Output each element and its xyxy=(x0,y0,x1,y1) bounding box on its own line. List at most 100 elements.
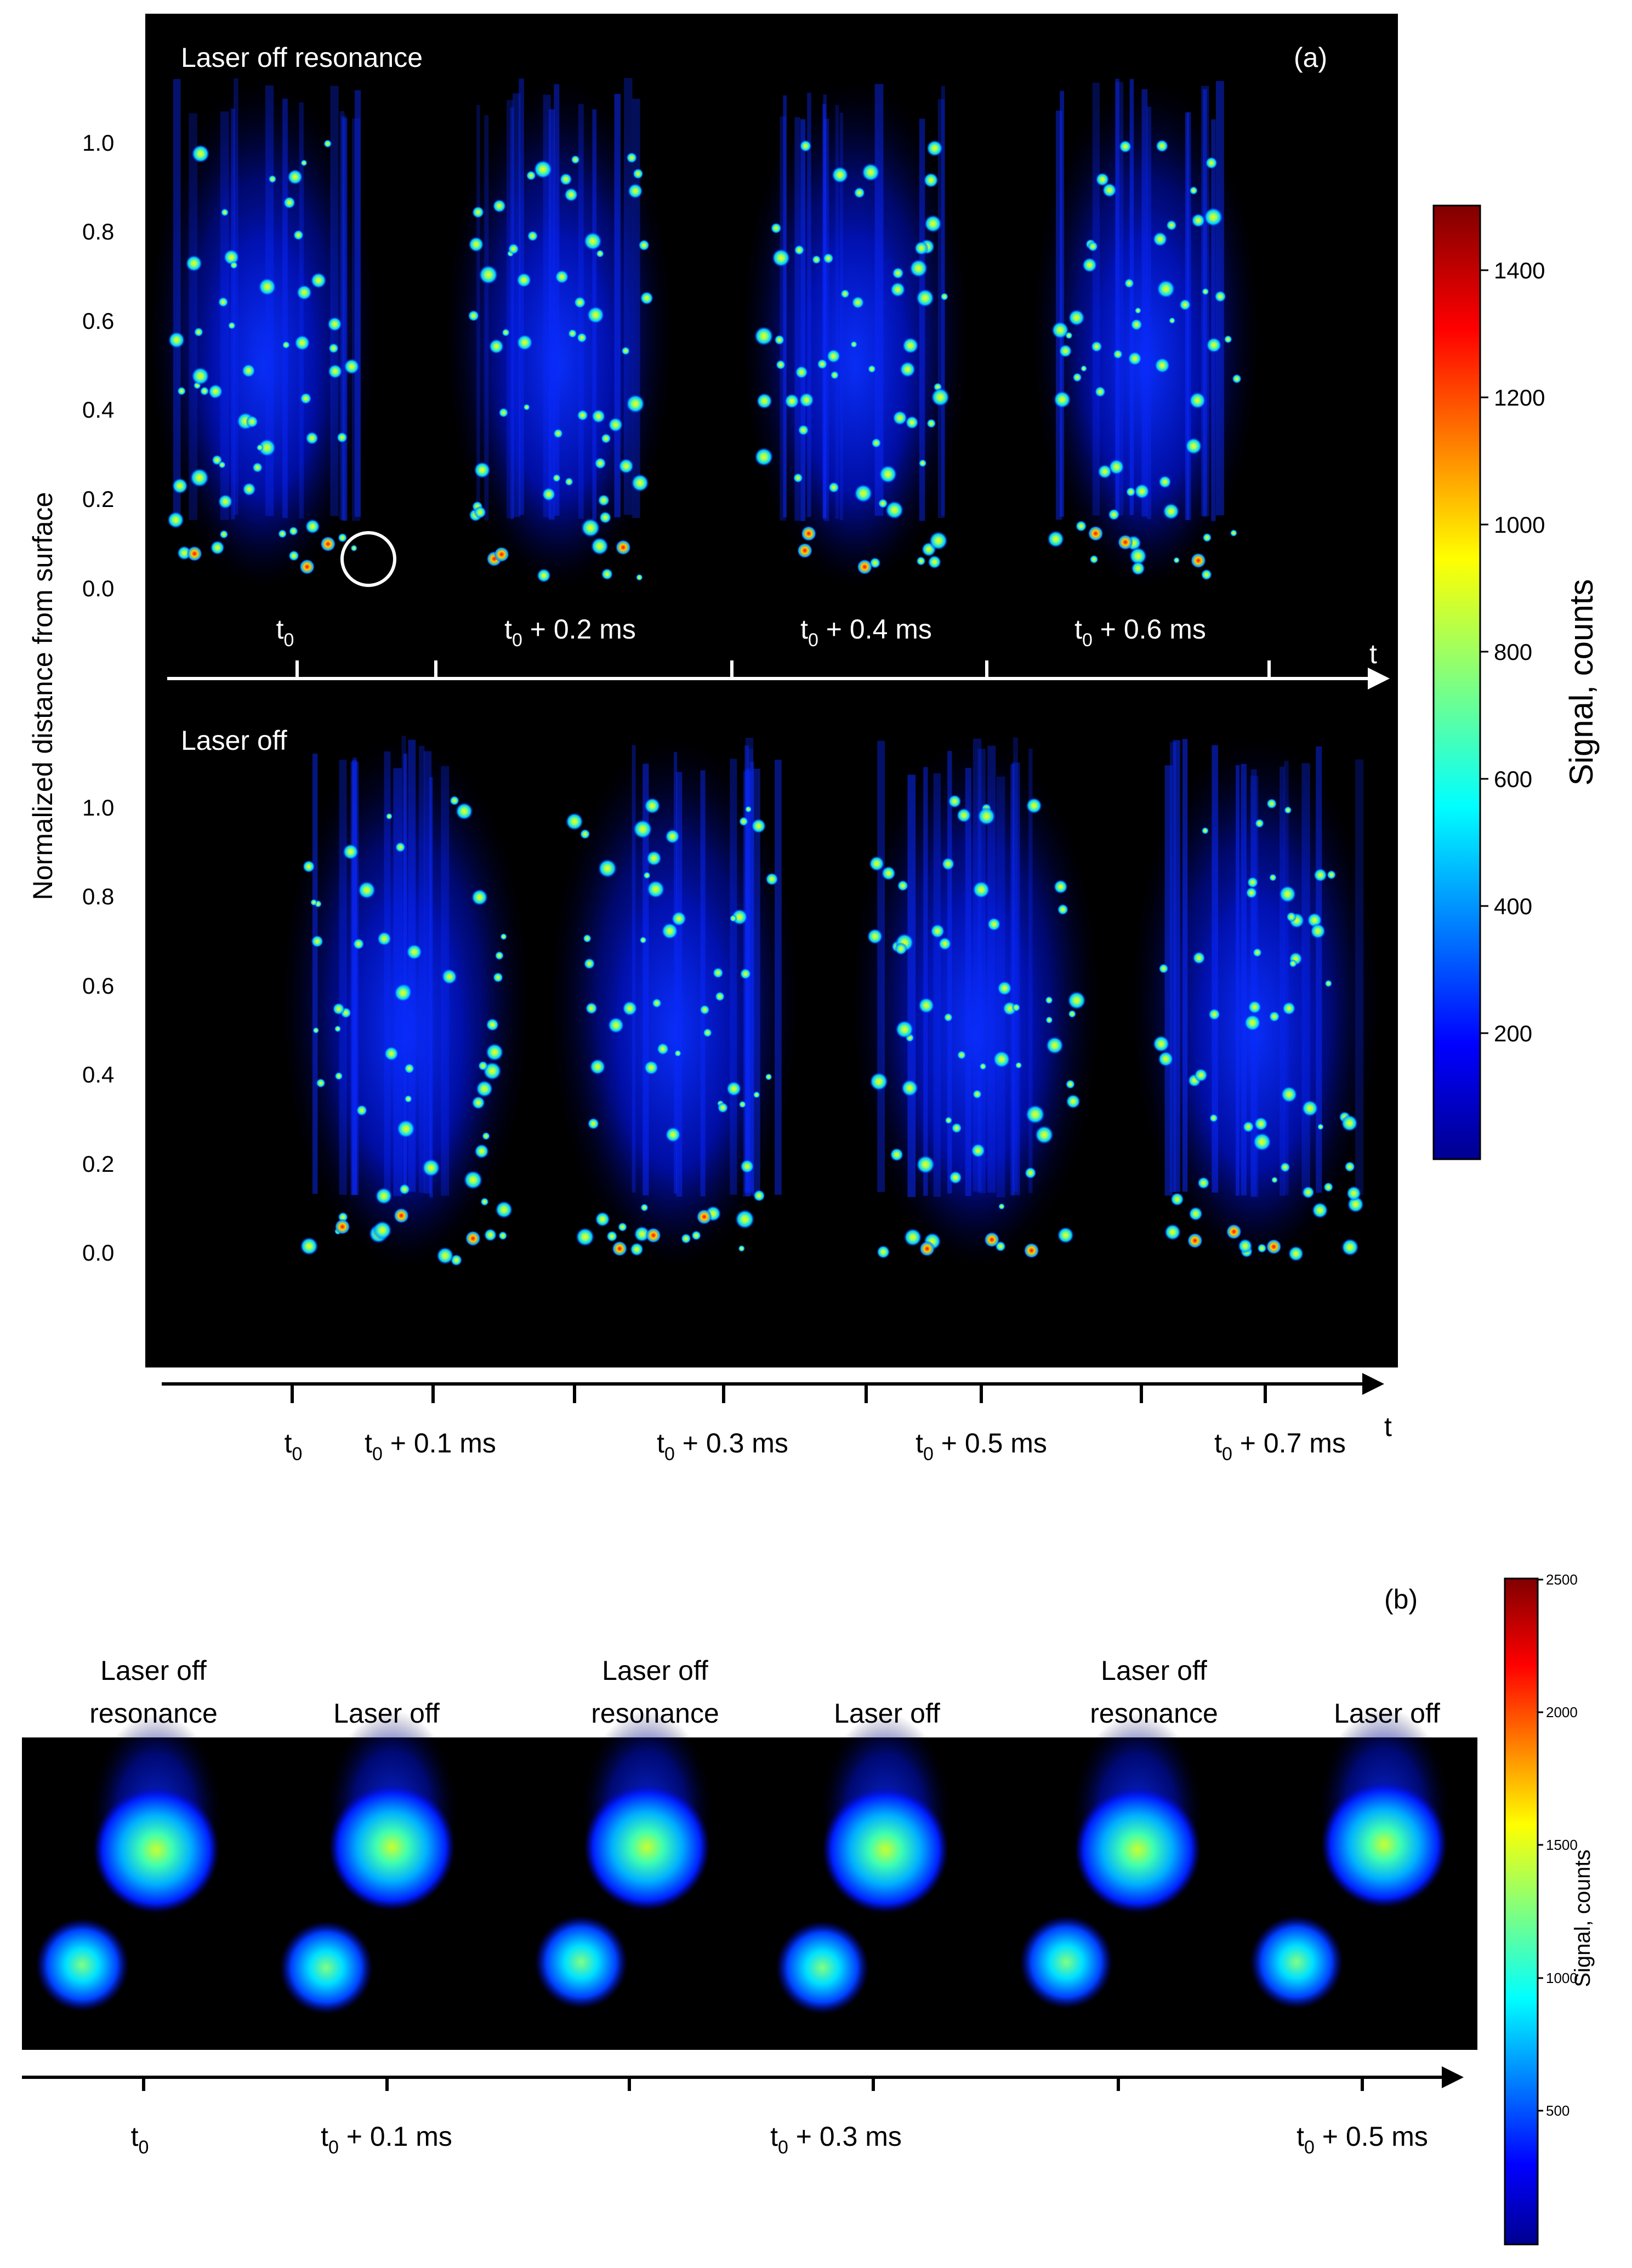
plume-streak xyxy=(807,93,811,517)
droplet xyxy=(1057,1227,1074,1244)
plume-streak xyxy=(339,760,347,1195)
droplet xyxy=(765,1073,772,1081)
time-label: t0 + 0.5 ms xyxy=(1296,2121,1428,2158)
time-axis-bottom xyxy=(162,1382,1365,1403)
droplet xyxy=(468,310,480,322)
droplet xyxy=(1203,207,1224,227)
droplet xyxy=(940,292,948,301)
droplet-bright xyxy=(494,546,509,562)
droplet xyxy=(1053,879,1068,894)
droplet xyxy=(167,511,185,529)
colorbar-tick: 1500 xyxy=(1546,1837,1578,1853)
droplet xyxy=(332,1002,345,1016)
colorbar-tick: 1000 xyxy=(1494,512,1545,538)
droplet xyxy=(352,938,365,950)
droplet xyxy=(924,214,942,233)
droplet xyxy=(1166,220,1177,231)
droplet xyxy=(1034,1125,1054,1144)
plume-streak xyxy=(507,100,514,518)
droplet xyxy=(300,392,312,404)
droplet xyxy=(979,1062,987,1070)
droplet xyxy=(577,409,589,421)
plume-streak xyxy=(1212,745,1219,1193)
droplet xyxy=(717,1102,729,1113)
droplet xyxy=(1278,885,1296,903)
droplet xyxy=(1201,569,1213,580)
plume-streak xyxy=(919,118,925,521)
panel-b-time-axis-arrow xyxy=(1442,2066,1464,2088)
droplet xyxy=(356,1104,368,1116)
plume-streak xyxy=(189,113,197,521)
droplet xyxy=(1209,1114,1218,1122)
time-label: t0 + 0.4 ms xyxy=(800,614,932,651)
plume-streak xyxy=(1173,740,1180,1192)
droplet xyxy=(622,1000,638,1016)
droplet xyxy=(190,468,209,488)
colorbar-a-tick-labels: 1400 1200 1000 800 600 400 200 xyxy=(1494,258,1545,1046)
droplet xyxy=(194,327,203,337)
droplet-bright xyxy=(797,543,813,559)
droplet xyxy=(1068,1010,1077,1018)
droplet-bright xyxy=(299,559,315,575)
droplet xyxy=(246,415,259,428)
y-tick: 0.4 xyxy=(82,397,114,423)
plume-streak xyxy=(1060,90,1065,517)
droplet xyxy=(327,364,343,379)
blob-small xyxy=(1250,1916,1343,2009)
droplet xyxy=(644,797,661,814)
droplet xyxy=(450,795,459,806)
droplet xyxy=(581,518,600,538)
droplet xyxy=(1269,1011,1280,1022)
droplet xyxy=(892,267,904,280)
droplet-bright xyxy=(465,1230,481,1246)
droplet xyxy=(1075,520,1087,532)
droplet xyxy=(1156,280,1175,299)
y-tick: 0.4 xyxy=(82,1062,114,1087)
droplet xyxy=(738,1245,746,1252)
droplet xyxy=(1026,797,1043,814)
droplet xyxy=(494,951,504,960)
droplet xyxy=(598,858,617,878)
blob-large xyxy=(1074,1787,1201,1913)
droplet xyxy=(1015,1062,1022,1069)
droplet xyxy=(1080,365,1088,372)
droplet xyxy=(665,1126,681,1143)
panel-b-label: (b) xyxy=(1384,1584,1418,1615)
droplet xyxy=(941,857,955,871)
y-tick: 0.0 xyxy=(82,1240,114,1266)
droplet xyxy=(1254,818,1265,828)
plume-streak xyxy=(775,760,782,1195)
droplet xyxy=(172,477,189,494)
droplet xyxy=(311,935,324,948)
droplet xyxy=(738,817,749,827)
droplet xyxy=(951,1122,962,1133)
droplet xyxy=(1173,557,1180,564)
droplet xyxy=(1154,357,1170,374)
droplet xyxy=(1130,318,1143,331)
droplet xyxy=(867,364,876,373)
plume-streak xyxy=(549,109,555,520)
droplet xyxy=(495,1200,513,1219)
droplet xyxy=(508,243,519,255)
droplet xyxy=(300,1236,319,1256)
plume-streak xyxy=(401,736,406,1192)
droplet xyxy=(1045,1036,1064,1055)
droplet xyxy=(486,1018,499,1032)
plume-streak xyxy=(1355,759,1364,1195)
droplet xyxy=(598,494,610,506)
droplet xyxy=(1158,475,1172,489)
droplet xyxy=(258,438,276,457)
time-label: t0 xyxy=(276,614,294,651)
droplet xyxy=(899,361,916,378)
droplet xyxy=(970,1143,986,1158)
droplet xyxy=(559,173,572,186)
plume-streak xyxy=(947,751,952,1194)
plume-streak xyxy=(1279,766,1285,1196)
droplet xyxy=(1301,1186,1315,1199)
droplet xyxy=(715,991,725,1002)
droplet xyxy=(916,556,926,566)
colorbar-tick: 1200 xyxy=(1494,385,1545,411)
time-label: t0 + 0.6 ms xyxy=(1074,614,1206,651)
droplet xyxy=(474,506,487,519)
